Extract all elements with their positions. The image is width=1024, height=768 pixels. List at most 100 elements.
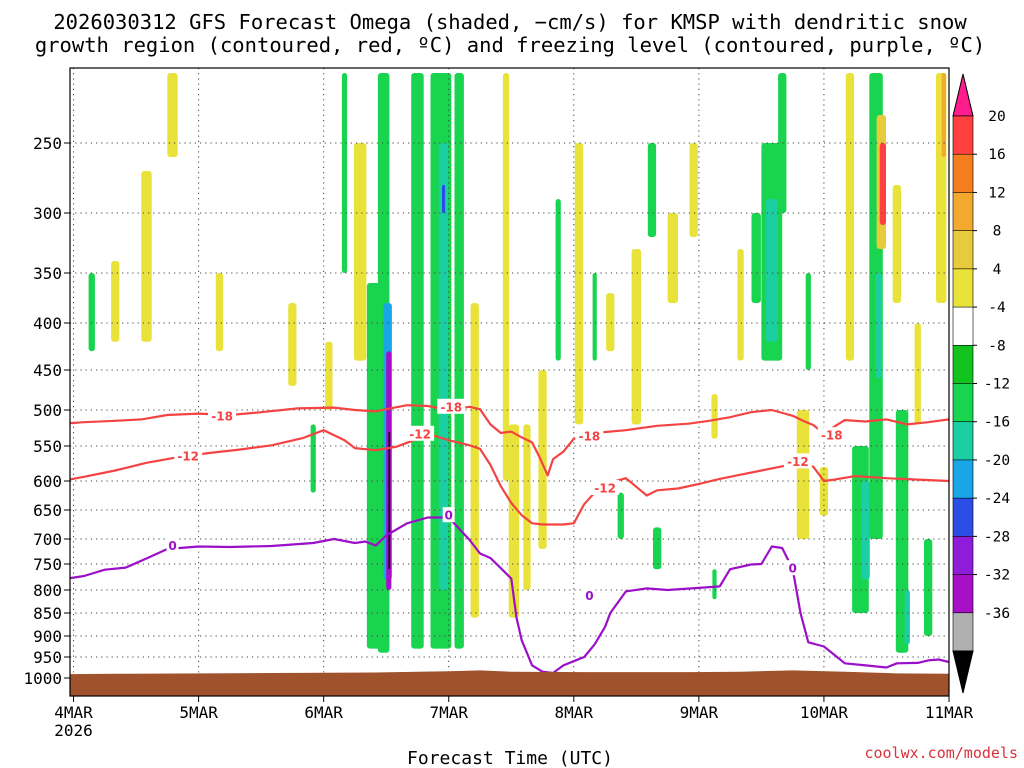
colorbar-label-1: 16 [988,147,1005,163]
omega-cell-10 [310,424,316,493]
colorbar-label-4: 4 [993,262,1002,278]
colorbar-swatch-9 [952,459,974,499]
colorbar-swatch-2 [952,192,974,232]
y-tick-label-900: 900 [33,627,62,646]
colorbar-label-13: -36 [984,606,1010,622]
omega-cell-36 [653,527,662,570]
omega-cell-25 [502,73,510,481]
freezing-level-label-3: 0 [789,562,797,576]
colorbar-swatch-12 [952,574,974,614]
omega-cell-46 [796,410,810,539]
colorbar-top-triangle [952,73,974,117]
minus18-isotherm-label-3: -18 [821,429,843,443]
y-tick-label-650: 650 [33,501,62,520]
minus18-isotherm-label-1: -18 [440,400,462,414]
freezing-level-label-bg-0 [166,537,179,553]
minus12-isotherm-label-3: -12 [787,455,809,469]
colorbar-label-9: -20 [984,453,1010,469]
omega-cell-40 [712,569,717,600]
y-tick-label-300: 300 [33,204,62,223]
x-tick-sublabel-year: 2026 [54,721,93,740]
terrain-underground [70,670,949,696]
omega-cell-14 [366,283,382,649]
colorbar-swatch-8 [952,421,974,461]
omega-cell-37 [667,213,678,303]
omega-cell-38 [689,143,698,237]
omega-cell-5 [111,261,120,342]
colorbar-label-7: -12 [984,377,1010,393]
omega-cell-27 [523,424,531,590]
colorbar: 20 16 12 8 4 -4 -8 -12 -16 -20 -24 -28 -32 -36 [952,73,1010,694]
omega-cell-4 [88,273,95,352]
minus18-isotherm-label-2: -18 [579,429,601,443]
omega-cell-32 [606,293,615,352]
omega-cell-41 [737,249,744,361]
colorbar-label-8: -16 [984,415,1010,431]
omega-cell-9 [288,303,297,386]
colorbar-swatch-1 [952,153,974,194]
colorbar-label-0: 20 [988,109,1005,125]
omega-cell-2 [38,45,46,129]
omega-cell-21 [438,143,449,590]
x-tick-label-6MAR: 6MAR [304,703,343,722]
omega-cell-12 [341,73,348,273]
y-tick-label-250: 250 [33,134,62,153]
omega-cell-55 [879,143,886,225]
x-tick-label-8MAR: 8MAR [555,703,594,722]
omega-cell-51 [861,481,870,580]
x-tick-label-10MAR: 10MAR [800,703,849,722]
omega-cell-28 [538,370,547,549]
omega-cell-44 [766,199,778,342]
freezing-level-label-bg-2 [583,587,596,603]
freezing-level-label-0: 0 [168,539,176,553]
omega-cell-53 [875,273,882,378]
x-tick-label-5MAR: 5MAR [179,703,218,722]
colorbar-label-11: -28 [984,529,1010,545]
omega-cell-6 [141,171,152,342]
credit-text: coolwx.com/models [864,744,1018,762]
y-tick-label-400: 400 [33,314,62,333]
omega-cell-22 [442,185,446,213]
chart-title-line-2: growth region (contoured, red, ºC) and f… [35,33,985,57]
y-tick-label-550: 550 [33,437,62,456]
freezing-level-label-bg-3 [786,560,799,576]
freezing-level-label-2: 0 [585,589,593,603]
colorbar-label-12: -32 [984,568,1010,584]
colorbar-swatch-0 [952,115,974,155]
contour-labels: -18 -18 -18 -18 -12 -12 -12 -12 0 0 0 0 [166,398,846,603]
x-tick-label-7MAR: 7MAR [429,703,468,722]
x-tick-label-9MAR: 9MAR [680,703,719,722]
minus12-isotherm-label-2: -12 [594,482,616,496]
omega-shading [38,45,947,653]
colorbar-swatch-5 [952,306,974,346]
plot-area [38,45,949,696]
x-tick-label-4MAR: 4MAR [54,703,93,722]
omega-cell-30 [574,143,584,425]
minus12-isotherm-line [70,429,949,526]
y-tick-label-500: 500 [33,401,62,420]
colorbar-label-10: -24 [984,491,1010,507]
minus12-isotherm-label-bg-3 [783,453,812,469]
freezing-level-label-bg-1 [442,507,455,523]
omega-cell-49 [845,73,855,361]
omega-cell-7 [167,73,178,157]
omega-cell-18 [388,431,391,570]
y-tick-label-850: 850 [33,604,62,623]
minus18-isotherm-label-0: -18 [211,409,233,423]
colorbar-bottom-triangle [952,650,974,694]
omega-cell-23 [454,73,464,649]
y-tick-label-800: 800 [33,581,62,600]
x-axis-label: Forecast Time (UTC) [407,748,613,768]
omega-cell-42 [751,213,761,303]
colorbar-swatch-3 [952,230,974,270]
colorbar-swatch-7 [952,383,974,423]
omega-cell-11 [325,341,333,410]
colorbar-swatch-6 [952,344,974,385]
y-tick-label-950: 950 [33,648,62,667]
omega-cell-59 [914,323,921,425]
colorbar-label-6: -8 [988,338,1005,354]
omega-cell-39 [711,394,718,439]
y-tick-label-450: 450 [33,361,62,380]
omega-cell-58 [904,590,910,645]
omega-cell-62 [941,73,946,157]
